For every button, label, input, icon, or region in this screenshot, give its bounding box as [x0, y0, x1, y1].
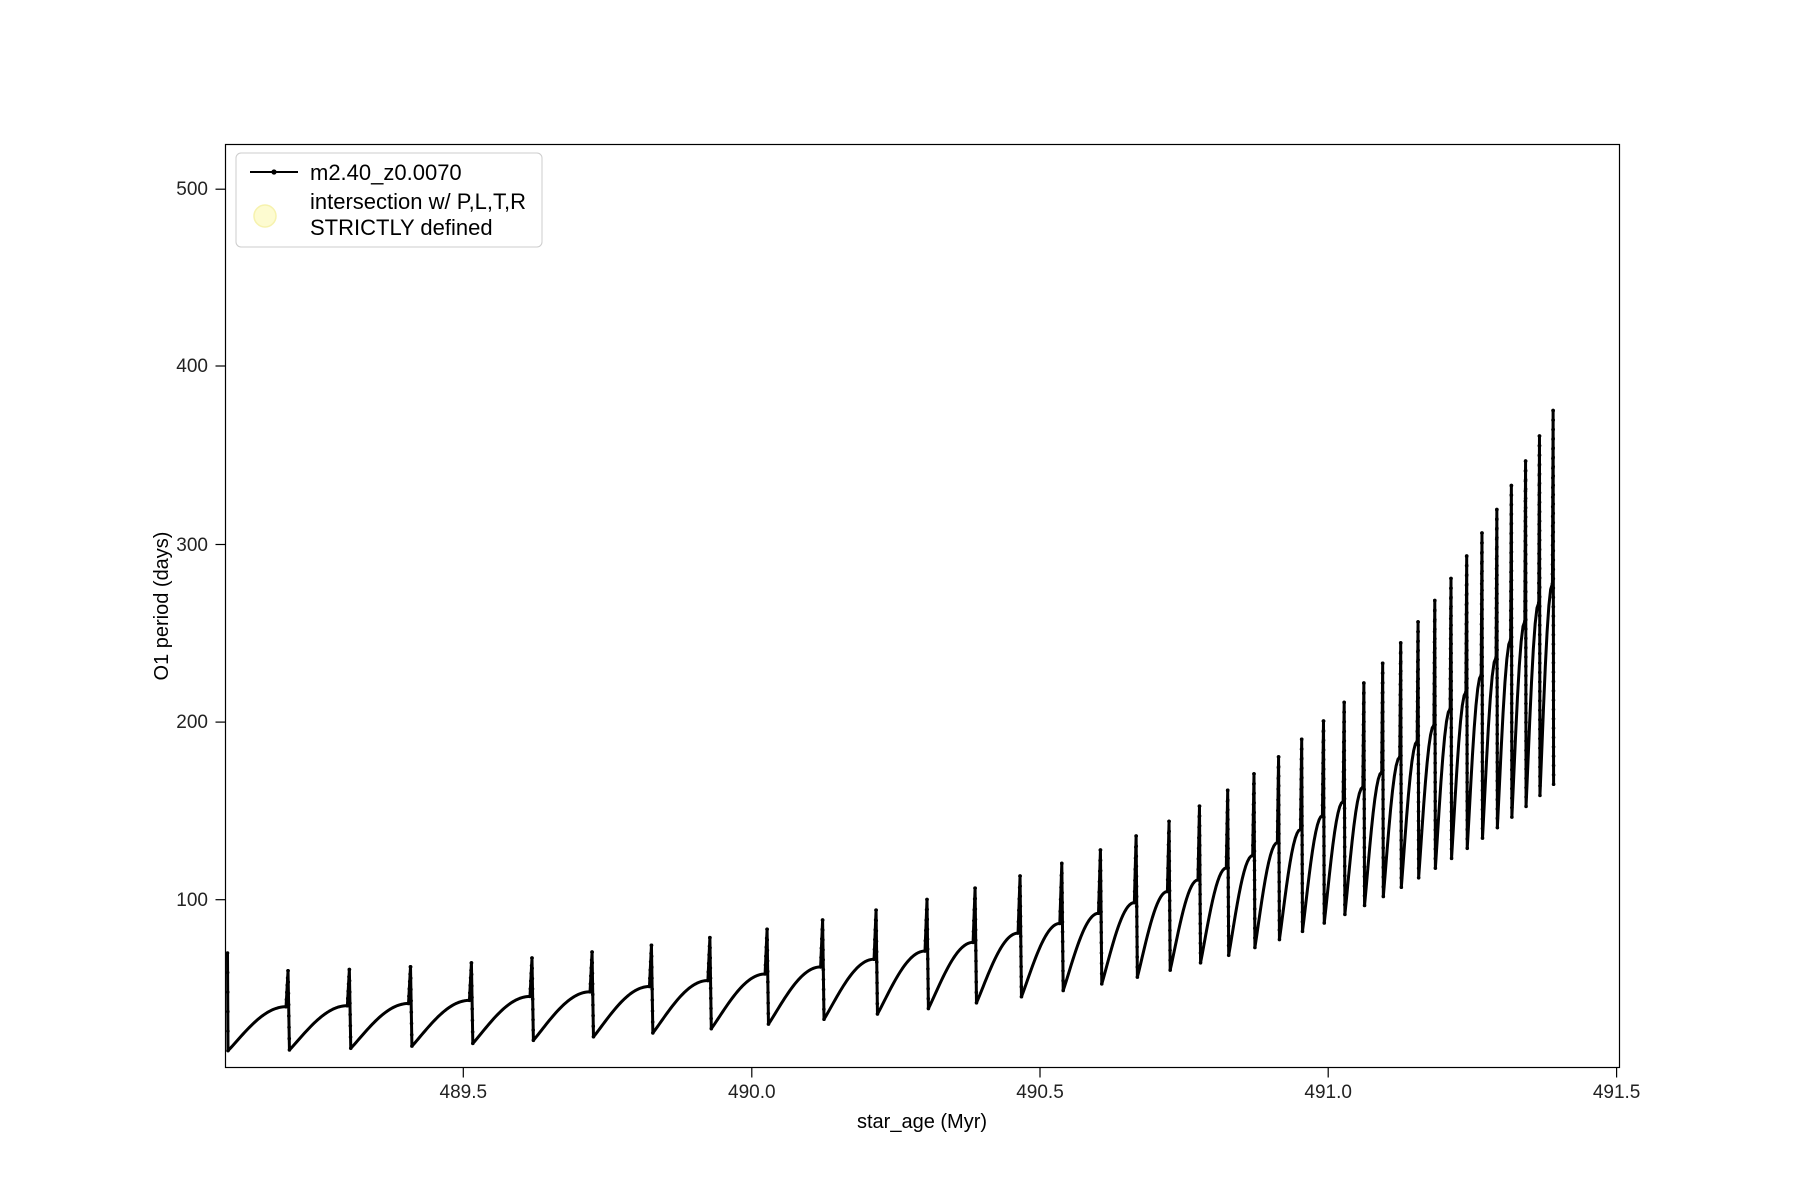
- svg-text:intersection w/ P,L,T,R: intersection w/ P,L,T,R: [310, 189, 526, 214]
- svg-text:490.0: 490.0: [728, 1082, 776, 1103]
- svg-text:489.5: 489.5: [440, 1082, 488, 1103]
- svg-text:star_age (Myr): star_age (Myr): [857, 1111, 987, 1133]
- svg-text:O1 period (days): O1 period (days): [151, 532, 173, 681]
- svg-text:400: 400: [176, 356, 208, 377]
- svg-text:491.0: 491.0: [1304, 1082, 1352, 1103]
- svg-text:200: 200: [176, 712, 208, 733]
- svg-text:300: 300: [176, 535, 208, 556]
- svg-text:m2.40_z0.0070: m2.40_z0.0070: [310, 160, 462, 185]
- svg-text:490.5: 490.5: [1016, 1082, 1064, 1103]
- svg-text:STRICTLY defined: STRICTLY defined: [310, 215, 493, 240]
- svg-text:500: 500: [176, 179, 208, 200]
- svg-text:491.5: 491.5: [1593, 1082, 1641, 1103]
- svg-text:100: 100: [176, 890, 208, 911]
